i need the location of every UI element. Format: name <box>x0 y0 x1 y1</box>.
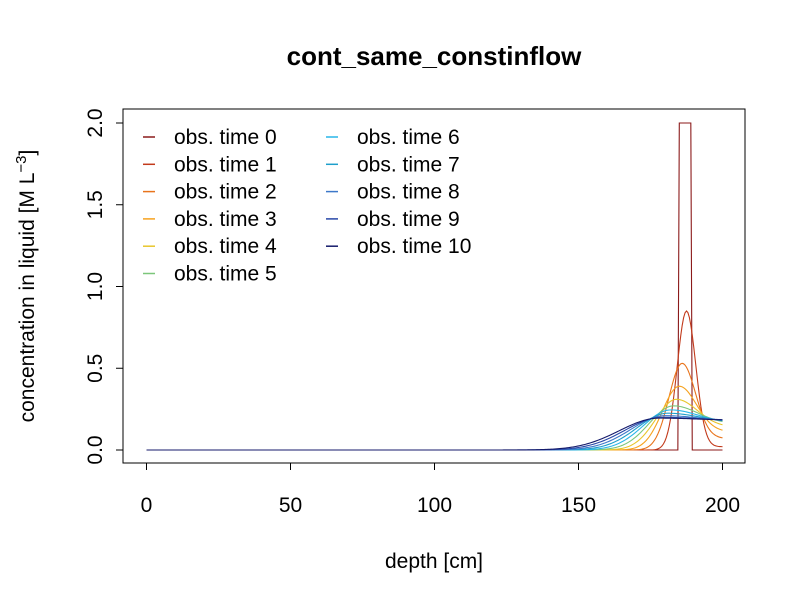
legend-label: obs. time 10 <box>357 235 471 258</box>
x-tick-label: 150 <box>561 494 596 517</box>
y-tick-label: 0.0 <box>84 435 107 464</box>
legend-label: obs. time 4 <box>174 235 277 258</box>
x-axis-label: depth [cm] <box>385 550 483 573</box>
legend-label: obs. time 8 <box>357 181 460 204</box>
series-line-6 <box>146 409 723 451</box>
series-line-3 <box>146 385 723 451</box>
x-axis: 0 50 100 150 200 <box>141 462 740 517</box>
y-axis: 0.0 0.5 1.0 1.5 2.0 <box>84 108 124 465</box>
legend-label: obs. time 0 <box>174 126 277 149</box>
series-group <box>146 122 723 451</box>
legend-label: obs. time 1 <box>174 153 277 176</box>
legend: obs. time 0 obs. time 1 obs. time 2 obs. ti… <box>143 126 471 286</box>
legend-label: obs. time 5 <box>174 263 277 286</box>
series-line-9 <box>146 416 723 451</box>
legend-label: obs. time 6 <box>357 126 460 149</box>
y-tick-label: 2.0 <box>84 108 107 137</box>
x-tick-label: 200 <box>705 494 740 517</box>
y-axis-label-superscript: −3 <box>13 155 30 172</box>
legend-label: obs. time 7 <box>357 153 460 176</box>
legend-label: obs. time 3 <box>174 208 277 231</box>
series-line-10 <box>146 417 723 451</box>
y-axis-label-close: ] <box>16 150 39 156</box>
legend-label: obs. time 2 <box>174 181 277 204</box>
x-tick-label: 50 <box>279 494 302 517</box>
y-tick-label: 1.5 <box>84 190 107 219</box>
x-tick-label: 100 <box>417 494 452 517</box>
chart-title: cont_same_constinflow <box>287 41 583 71</box>
y-tick-label: 0.5 <box>84 354 107 383</box>
x-tick-label: 0 <box>141 494 153 517</box>
y-axis-label: concentration in liquid [M L−3] <box>13 150 39 423</box>
series-line-8 <box>146 415 723 451</box>
y-axis-label-main: concentration in liquid [M L <box>16 173 39 423</box>
legend-label: obs. time 9 <box>357 208 460 231</box>
y-tick-label: 1.0 <box>84 272 107 301</box>
